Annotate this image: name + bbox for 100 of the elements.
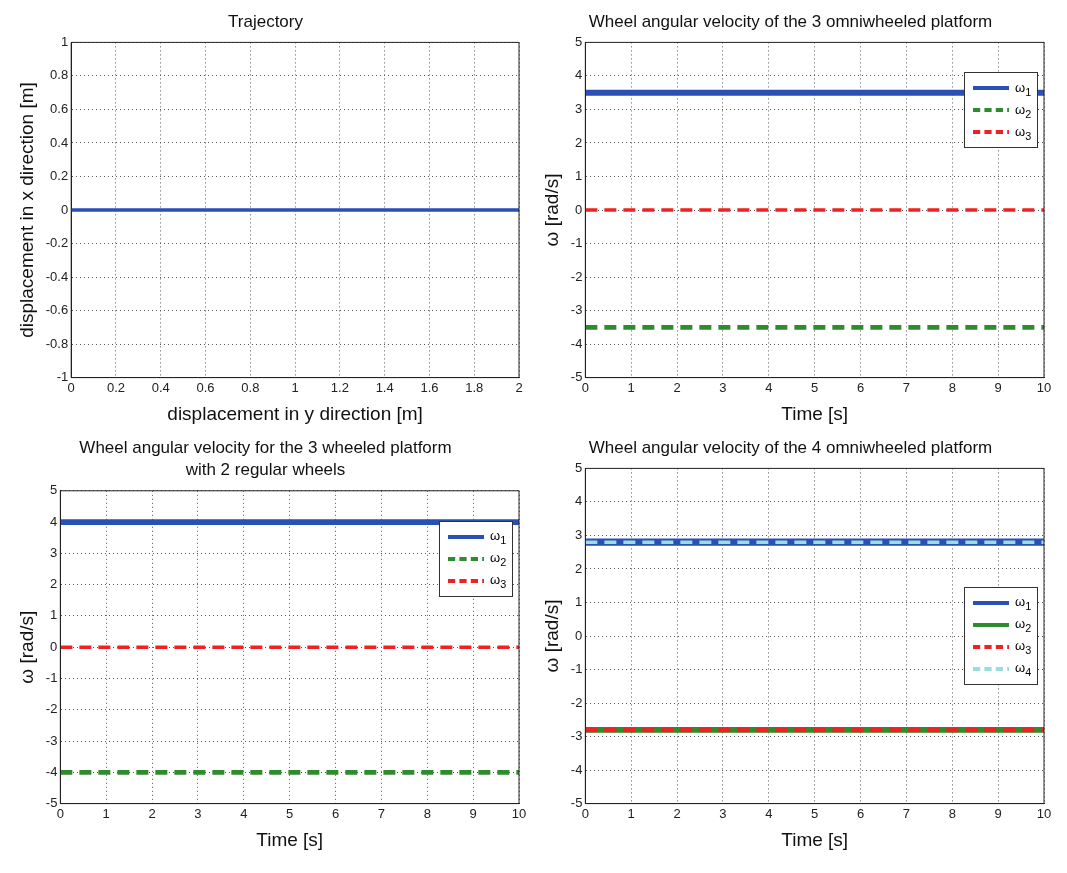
y-tick-label: 3 — [575, 101, 583, 117]
y-tick-label: -5 — [570, 795, 583, 811]
y-tick-label: 0.8 — [50, 67, 69, 83]
y-tick-label: -0.2 — [45, 235, 69, 251]
x-tick-label: 4 — [765, 379, 773, 395]
x-tick-label: 7 — [902, 805, 911, 821]
y-tick-label: -2 — [570, 268, 583, 284]
y-tick-label: 5 — [50, 482, 58, 498]
y-tick-label: 1 — [575, 168, 583, 184]
chart-title: Wheel angular velocity of the 4 omniwheeled platform — [588, 437, 993, 457]
x-tick-label: 1 — [627, 805, 635, 821]
x-tick-label: 10 — [1036, 805, 1052, 821]
y-tick-label: -0.6 — [45, 302, 69, 318]
x-tick-label: 1 — [627, 379, 635, 395]
x-tick-label: 2 — [673, 379, 681, 395]
y-tick-label: 0.6 — [50, 101, 69, 117]
x-tick-label: 1 — [291, 379, 299, 395]
x-tick-label: 3 — [719, 379, 727, 395]
x-tick-label: 6 — [856, 379, 865, 395]
legend-label: ω$_{1}$ — [1015, 79, 1032, 98]
x-tick-label: 8 — [948, 805, 956, 821]
chart-title: Wheel angular velocity of the 3 omniwheeled platform — [588, 11, 993, 31]
x-tick-label: 10 — [511, 805, 527, 821]
x-tick-label: 4 — [240, 805, 248, 821]
y-tick-label: 4 — [50, 513, 58, 529]
y-tick-label: -5 — [570, 369, 583, 385]
x-tick-label: 3 — [719, 805, 727, 821]
y-tick-label: 1 — [60, 33, 69, 49]
y-tick-label: 4 — [575, 67, 583, 83]
x-tick-label: 2 — [515, 379, 523, 395]
y-axis-title: displacement in x direction [m] — [15, 82, 37, 338]
y-tick-label: -4 — [45, 763, 58, 779]
x-tick-label: 9 — [994, 379, 1002, 395]
y-tick-label: -0.4 — [45, 268, 69, 284]
y-tick-label: 0 — [60, 201, 69, 217]
y-tick-label: -1 — [570, 235, 583, 251]
legend-label: ω$_{2}$ — [1015, 101, 1032, 120]
x-tick-label: 2 — [673, 805, 681, 821]
x-tick-label: 9 — [994, 805, 1002, 821]
y-tick-label: 0 — [575, 627, 583, 643]
x-tick-label: 7 — [902, 379, 911, 395]
x-tick-label: 8 — [948, 379, 956, 395]
x-tick-label: 2 — [148, 805, 156, 821]
legend-label: ω$_{3}$ — [490, 572, 507, 590]
x-tick-label: 1.4 — [375, 379, 394, 395]
x-tick-label: 6 — [856, 805, 865, 821]
y-tick-label: -3 — [45, 732, 58, 748]
legend-label: ω$_{4}$ — [1015, 660, 1032, 678]
y-tick-label: -1 — [45, 670, 58, 686]
x-tick-label: 0.8 — [241, 379, 260, 395]
legend-label: ω$_{1}$ — [490, 528, 507, 546]
x-tick-label: 1.2 — [330, 379, 349, 395]
x-tick-label: 9 — [469, 805, 477, 821]
y-tick-label: -1 — [56, 369, 69, 385]
x-tick-label: 1 — [102, 805, 110, 821]
x-tick-label: 1.6 — [420, 379, 439, 395]
x-tick-label: 3 — [194, 805, 202, 821]
y-tick-label: -2 — [45, 701, 58, 717]
x-tick-label: 5 — [286, 805, 294, 821]
y-tick-label: 2 — [575, 560, 583, 576]
x-axis-title: Time [s] — [256, 828, 324, 850]
x-tick-label: 7 — [377, 805, 386, 821]
y-tick-label: 2 — [50, 576, 58, 592]
x-tick-label: 5 — [811, 379, 819, 395]
y-axis-title: ω [rad/s] — [540, 173, 562, 247]
x-tick-label: 5 — [811, 805, 819, 821]
y-tick-label: -3 — [570, 728, 583, 744]
x-tick-label: 1.8 — [465, 379, 484, 395]
legend-label: ω$_{3}$ — [1015, 123, 1032, 142]
legend-label: ω$_{1}$ — [1015, 594, 1032, 612]
chart-title: Wheel angular velocity for the 3 wheeled platform — [79, 437, 452, 457]
chart-title: Trajectory — [228, 11, 304, 31]
x-tick-label: 10 — [1036, 379, 1052, 395]
y-tick-label: -1 — [570, 661, 583, 677]
x-tick-label: 0.6 — [196, 379, 215, 395]
y-tick-label: 0.2 — [50, 168, 69, 184]
y-tick-label: -2 — [570, 694, 583, 710]
y-tick-label: 1 — [575, 594, 583, 610]
y-tick-label: 5 — [575, 33, 583, 49]
y-tick-label: -4 — [570, 335, 583, 351]
y-tick-label: 0 — [50, 638, 58, 654]
y-tick-label: -5 — [45, 795, 58, 811]
y-tick-label: 0.4 — [50, 134, 69, 150]
x-tick-label: 0.4 — [151, 379, 170, 395]
x-axis-title: displacement in y direction [m] — [167, 402, 423, 424]
x-tick-label: 8 — [423, 805, 431, 821]
x-axis-title: Time [s] — [781, 402, 849, 424]
legend-label: ω$_{2}$ — [1015, 616, 1032, 634]
legend-label: ω$_{2}$ — [490, 550, 507, 568]
y-tick-label: 5 — [575, 459, 583, 475]
y-tick-label: 3 — [575, 527, 583, 543]
chart-subtitle: with 2 regular wheels — [184, 460, 346, 480]
x-axis-title: Time [s] — [781, 828, 849, 850]
y-axis-title: ω [rad/s] — [540, 599, 562, 673]
x-tick-label: 6 — [331, 805, 340, 821]
x-tick-label: 0.2 — [106, 379, 126, 395]
y-tick-label: -3 — [570, 302, 583, 318]
y-tick-label: -0.8 — [45, 335, 69, 351]
y-axis-title: ω [rad/s] — [15, 610, 37, 684]
y-tick-label: 0 — [575, 201, 583, 217]
